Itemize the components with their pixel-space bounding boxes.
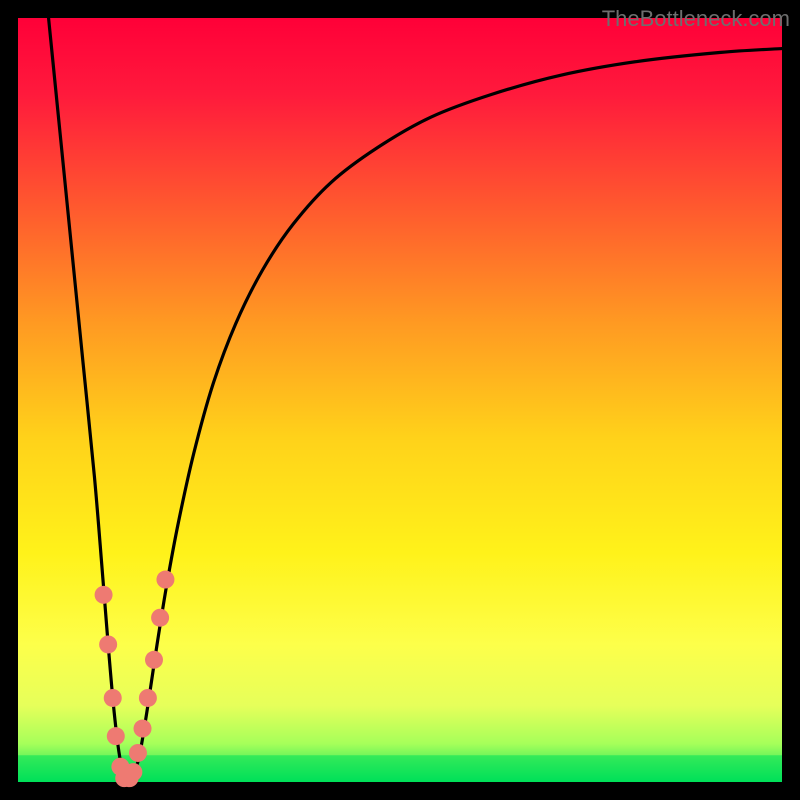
curve-marker	[124, 763, 142, 781]
curve-marker	[156, 571, 174, 589]
curve-marker	[151, 609, 169, 627]
bottleneck-chart: TheBottleneck.com	[0, 0, 800, 800]
curve-marker	[107, 727, 125, 745]
curve-marker	[145, 651, 163, 669]
curve-marker	[99, 635, 117, 653]
curve-marker	[104, 689, 122, 707]
watermark-text: TheBottleneck.com	[602, 6, 790, 32]
curve-marker	[139, 689, 157, 707]
curve-marker	[129, 744, 147, 762]
curve-marker	[95, 586, 113, 604]
chart-svg	[0, 0, 800, 800]
curve-marker	[134, 720, 152, 738]
